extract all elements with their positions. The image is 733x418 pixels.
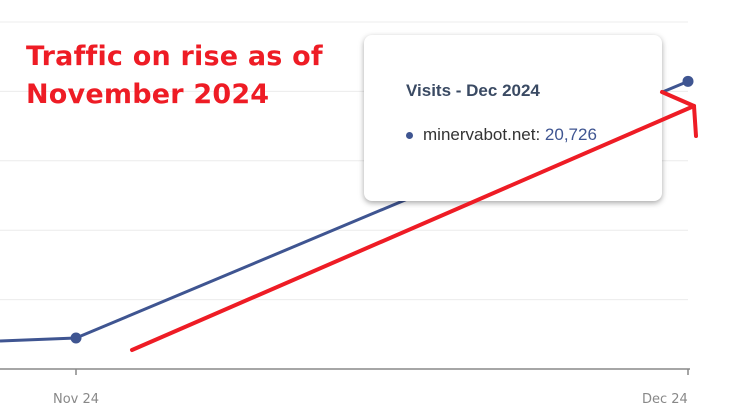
x-tick-label: Dec 24 bbox=[642, 392, 688, 407]
data-point bbox=[70, 332, 82, 344]
x-tick-label: Nov 24 bbox=[53, 392, 100, 407]
data-point bbox=[682, 75, 694, 87]
series-line-lead-in bbox=[0, 336, 77, 343]
tooltip-series-label: minervabot.net: bbox=[423, 125, 541, 144]
annotation-line-2: November 2024 bbox=[26, 79, 270, 110]
tooltip-title: Visits - Dec 2024 bbox=[406, 81, 540, 100]
annotation-text: Traffic on rise as of November 2024 bbox=[26, 38, 323, 114]
tooltip: Visits - Dec 2024 minervabot.net: 20,726 bbox=[364, 35, 662, 201]
tooltip-value: 20,726 bbox=[544, 125, 597, 144]
series-dot-icon bbox=[406, 132, 413, 140]
annotation-line-1: Traffic on rise as of bbox=[26, 41, 323, 72]
tooltip-row: minervabot.net: 20,726 bbox=[406, 125, 597, 145]
